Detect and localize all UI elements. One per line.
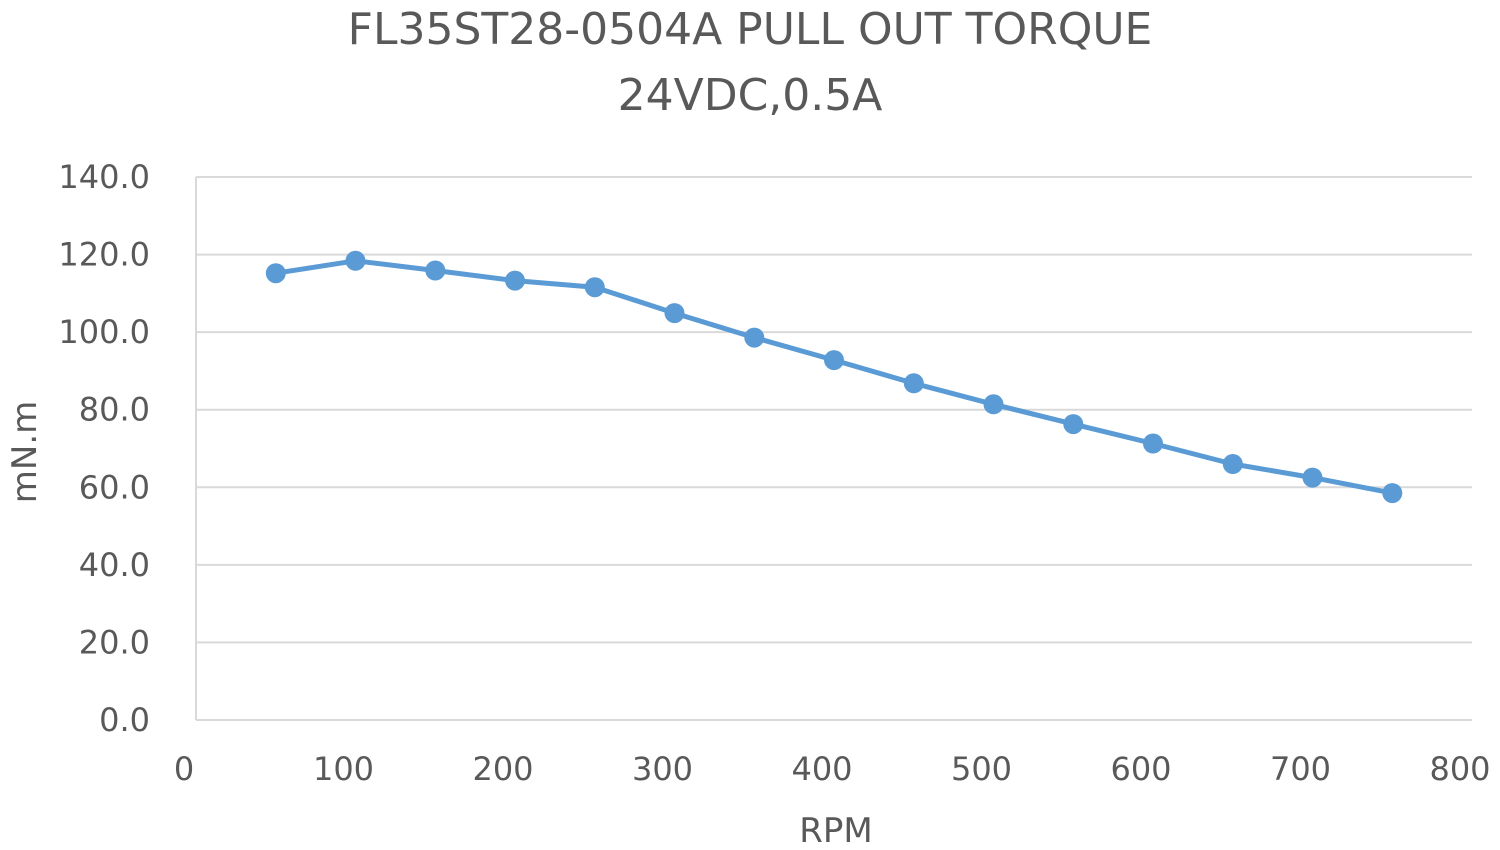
x-tick-label: 300 xyxy=(632,750,693,788)
data-point xyxy=(983,394,1004,415)
y-tick-label: 80.0 xyxy=(79,391,150,429)
y-axis-title: mN.m xyxy=(5,401,45,503)
chart-subtitle: 24VDC,0.5A xyxy=(618,70,883,121)
y-tick-label: 40.0 xyxy=(79,546,150,584)
x-tick-label: 0 xyxy=(174,750,194,788)
data-point xyxy=(265,263,286,284)
data-point xyxy=(1222,454,1243,474)
x-tick-label: 700 xyxy=(1270,750,1331,788)
data-point xyxy=(1063,414,1084,435)
x-tick-label: 100 xyxy=(313,750,374,788)
data-point xyxy=(903,373,924,394)
data-point xyxy=(664,303,685,324)
data-point xyxy=(1143,433,1163,454)
y-axis-tick-labels: 0.0 20.0 40.0 60.0 80.0 100.0 120.0 140.0 xyxy=(58,158,150,739)
gridlines xyxy=(196,176,1472,644)
y-tick-label: 20.0 xyxy=(79,623,150,661)
data-point xyxy=(345,250,366,271)
x-tick-label: 800 xyxy=(1429,750,1490,788)
x-tick-label: 500 xyxy=(951,750,1012,788)
plot-axes xyxy=(195,177,1472,721)
series-layer xyxy=(265,250,1403,504)
data-point xyxy=(824,350,844,371)
data-point xyxy=(1302,467,1323,488)
x-tick-label: 400 xyxy=(791,750,852,788)
y-tick-label: 120.0 xyxy=(58,236,150,274)
x-axis-tick-labels: 0 100 200 300 400 500 600 700 800 xyxy=(174,750,1491,788)
y-tick-label: 100.0 xyxy=(58,313,150,351)
x-axis-title: RPM xyxy=(799,811,872,850)
data-point xyxy=(1382,483,1403,504)
x-tick-label: 200 xyxy=(472,750,533,788)
data-point xyxy=(505,270,525,291)
data-point xyxy=(425,260,446,281)
y-tick-label: 60.0 xyxy=(79,468,150,506)
data-point xyxy=(744,327,765,348)
y-tick-label: 0.0 xyxy=(99,701,150,739)
x-tick-label: 600 xyxy=(1110,750,1171,788)
data-point xyxy=(584,277,605,298)
y-tick-label: 140.0 xyxy=(58,158,150,196)
chart-title: FL35ST28-0504A PULL OUT TORQUE xyxy=(348,4,1153,55)
